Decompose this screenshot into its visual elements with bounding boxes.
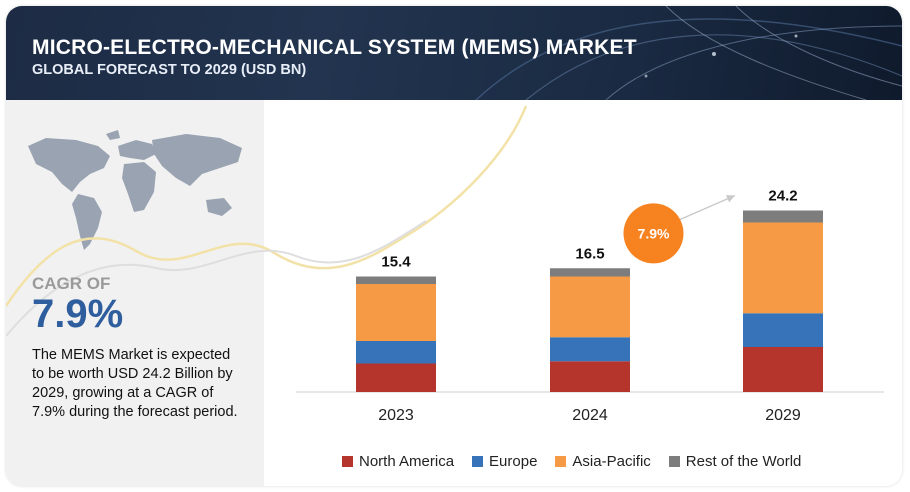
bar-2029-asia-pacific bbox=[743, 222, 823, 314]
legend-swatch-asia-pacific bbox=[555, 455, 567, 467]
legend-item-north-america: North America bbox=[342, 453, 454, 470]
legend-item-europe: Europe bbox=[472, 453, 537, 470]
legend-label: Europe bbox=[489, 452, 538, 470]
bar-2023-north-america bbox=[356, 363, 436, 392]
legend-item-asia-pacific: Asia-Pacific bbox=[555, 452, 651, 470]
growth-arrow-head bbox=[726, 195, 735, 203]
bar-2023-rest-of-the-world bbox=[356, 276, 436, 284]
bar-2024-rest-of-the-world bbox=[550, 268, 630, 277]
cagr-badge-label: 7.9% bbox=[638, 225, 670, 241]
x-tick-label-2024: 2024 bbox=[572, 407, 608, 424]
bar-2029-rest-of-the-world bbox=[743, 210, 823, 223]
chart-canvas: 15.4 2023 16.5 2024 24.2 2029 7.9% bbox=[6, 105, 884, 424]
decorative-curves bbox=[6, 105, 528, 337]
bar-total-label-2023: 15.4 bbox=[381, 254, 411, 271]
bar-2029-north-america bbox=[743, 347, 823, 392]
stacked-bar-chart: 15.4 2023 16.5 2024 24.2 2029 7.9% bbox=[296, 188, 884, 424]
market-description: The MEMS Market is expected to be worth … bbox=[32, 347, 238, 420]
chart-legend: North America Europe Asia-Pacific Rest o… bbox=[342, 452, 801, 470]
legend-swatch-europe bbox=[472, 455, 484, 467]
bar-2029-europe bbox=[743, 313, 823, 347]
x-tick-label-2023: 2023 bbox=[378, 407, 414, 424]
cagr-value: 7.9% bbox=[32, 292, 124, 336]
legend-label: Rest of the World bbox=[685, 452, 802, 470]
legend-swatch-rest-of-world bbox=[668, 455, 680, 467]
legend-label: North America bbox=[359, 452, 455, 470]
cagr-badge bbox=[623, 203, 684, 264]
legend-label: Asia-Pacific bbox=[572, 452, 651, 470]
page-subtitle: GLOBAL FORECAST TO 2029 (USD BN) bbox=[32, 62, 307, 78]
cagr-label: CAGR OF bbox=[32, 274, 111, 293]
bar-2023-asia-pacific bbox=[356, 284, 436, 341]
page-title: MICRO-ELECTRO-MECHANICAL SYSTEM (MEMS) M… bbox=[32, 36, 637, 59]
bar-total-label-2029: 24.2 bbox=[768, 188, 797, 205]
world-map-icon bbox=[28, 130, 242, 250]
legend-item-rest-of-world: Rest of the World bbox=[668, 452, 802, 470]
bar-2024-asia-pacific bbox=[550, 276, 630, 338]
bar-2024-north-america bbox=[550, 361, 630, 392]
bar-2024-europe bbox=[550, 337, 630, 362]
x-tick-label-2029: 2029 bbox=[765, 407, 801, 424]
header-banner: MICRO-ELECTRO-MECHANICAL SYSTEM (MEMS) M… bbox=[6, 6, 902, 100]
legend-swatch-north-america bbox=[342, 455, 353, 467]
bar-2023-europe bbox=[356, 341, 436, 364]
header-fiber-decoration bbox=[475, 6, 902, 100]
bar-total-label-2024: 16.5 bbox=[575, 245, 604, 262]
infographic-card: MICRO-ELECTRO-MECHANICAL SYSTEM (MEMS) M… bbox=[6, 6, 902, 486]
